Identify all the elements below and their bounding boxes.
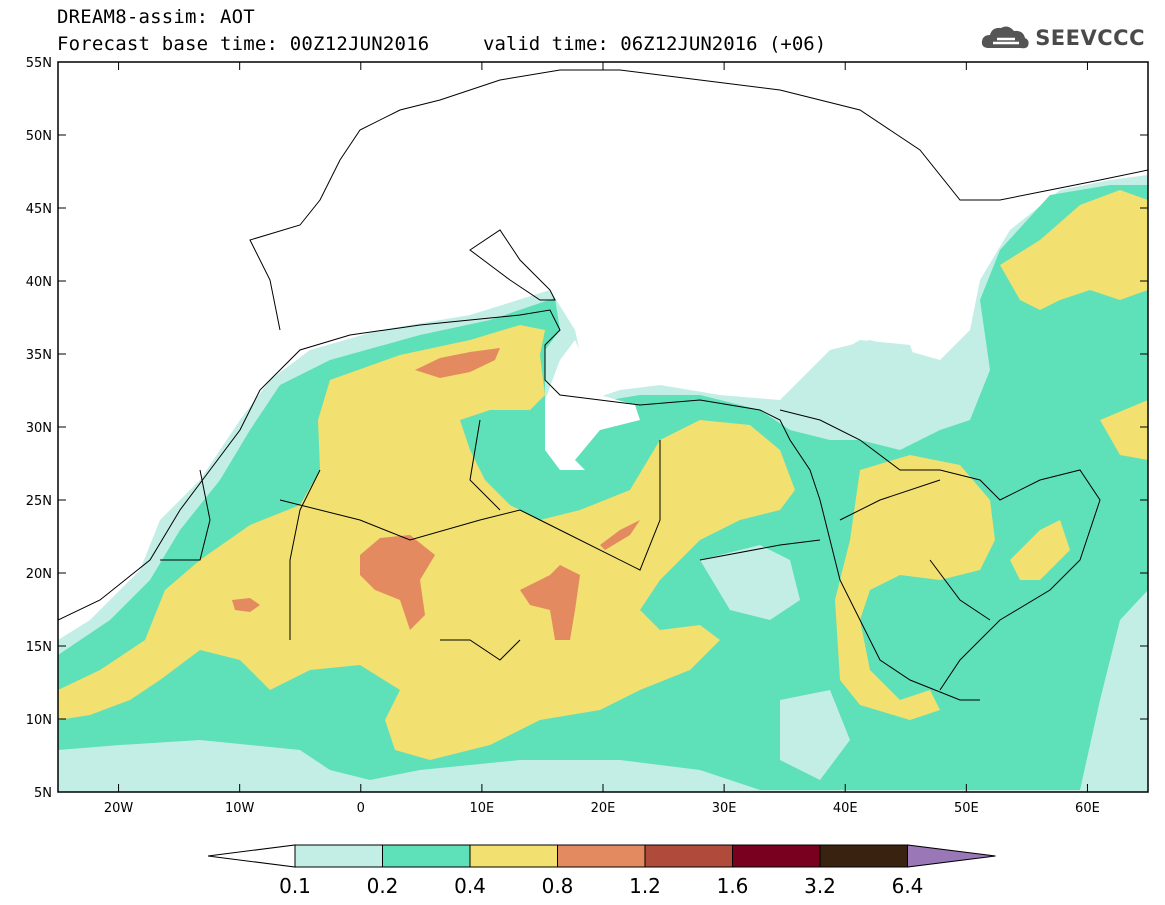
chart-title: DREAM8-assim: AOT [57,6,255,28]
aot-field [58,175,1148,792]
lon-label: 0 [357,801,365,816]
legend-label: 3.2 [804,874,836,898]
coastline-italy [469,229,556,301]
aot-contour-orange-5 [232,598,260,612]
aot-gap-mediterranean [545,340,640,470]
coastline-africa-north [58,309,980,701]
aot-contour-yellow-oman [1010,520,1070,580]
lat-label: 55N [26,56,52,71]
lat-label: 50N [26,129,52,144]
legend-swatch [557,844,646,868]
aot-contour-yellow-arabia [835,455,995,720]
lat-label: 20N [26,567,52,582]
legend-label: 1.2 [629,874,661,898]
latitude-axis: 55N 50N 45N 40N 35N 30N 25N 20N 15N 10N 5N [26,56,1148,801]
coastline-arabia [779,409,1101,691]
aot-contour-orange-4 [600,520,640,550]
aot-contour-orange-2 [360,535,435,630]
lon-label: 40E [833,801,858,816]
aot-contour-orange-3 [520,565,580,640]
lat-label: 15N [26,640,52,655]
logo-text: SEEVCCC [1035,26,1145,50]
legend-arrow-right [907,844,996,868]
aot-contour-yellow-iran [1100,400,1148,460]
aot-contour-yellow-caspian [1000,190,1148,310]
lon-label: 10W [225,801,255,816]
color-legend: 0.1 0.2 0.4 0.8 1.2 1.6 3.2 6.4 [207,844,996,898]
coastline-europe [249,69,1148,331]
lat-label: 30N [26,421,52,436]
seevccc-logo: SEEVCCC [979,22,1145,54]
legend-swatch [469,844,558,868]
lon-label: 20E [591,801,616,816]
lat-label: 45N [26,202,52,217]
legend-label: 0.8 [542,874,574,898]
legend-swatch [644,844,733,868]
cloud-icon [982,26,1029,49]
legend-arrow-left [207,844,296,868]
aot-gap-gulf [700,545,800,620]
lon-label: 10E [470,801,495,816]
lat-label: 35N [26,348,52,363]
legend-label: 6.4 [892,874,924,898]
border-lines [160,419,991,661]
lon-label: 50E [954,801,979,816]
coastlines [58,69,1148,701]
lat-label: 5N [34,786,52,801]
legend-label: 1.6 [717,874,749,898]
legend-swatch [819,844,908,868]
lat-label: 25N [26,494,52,509]
longitude-axis: 20W 10W 0 10E 20E 30E 40E 50E 60E [104,62,1100,816]
forecast-base-time: Forecast base time: 00Z12JUN2016 [57,33,430,55]
legend-swatch [382,844,471,868]
lon-label: 20W [104,801,134,816]
aot-contour-light-east [810,340,930,430]
legend-swatch [294,844,383,868]
legend-swatch [732,844,821,868]
aot-contour-yellow [58,325,795,760]
aot-contour-orange-1 [415,348,500,378]
lat-label: 40N [26,275,52,290]
lon-label: 60E [1075,801,1100,816]
lat-label: 10N [26,713,52,728]
aot-gap-east [780,690,850,780]
legend-label: 0.4 [454,874,486,898]
aot-contour-green-iran [1040,320,1100,370]
valid-time: valid time: 06Z12JUN2016 (+06) [483,33,827,55]
lon-label: 30E [712,801,737,816]
legend-label: 0.2 [367,874,399,898]
legend-label: 0.1 [279,874,311,898]
